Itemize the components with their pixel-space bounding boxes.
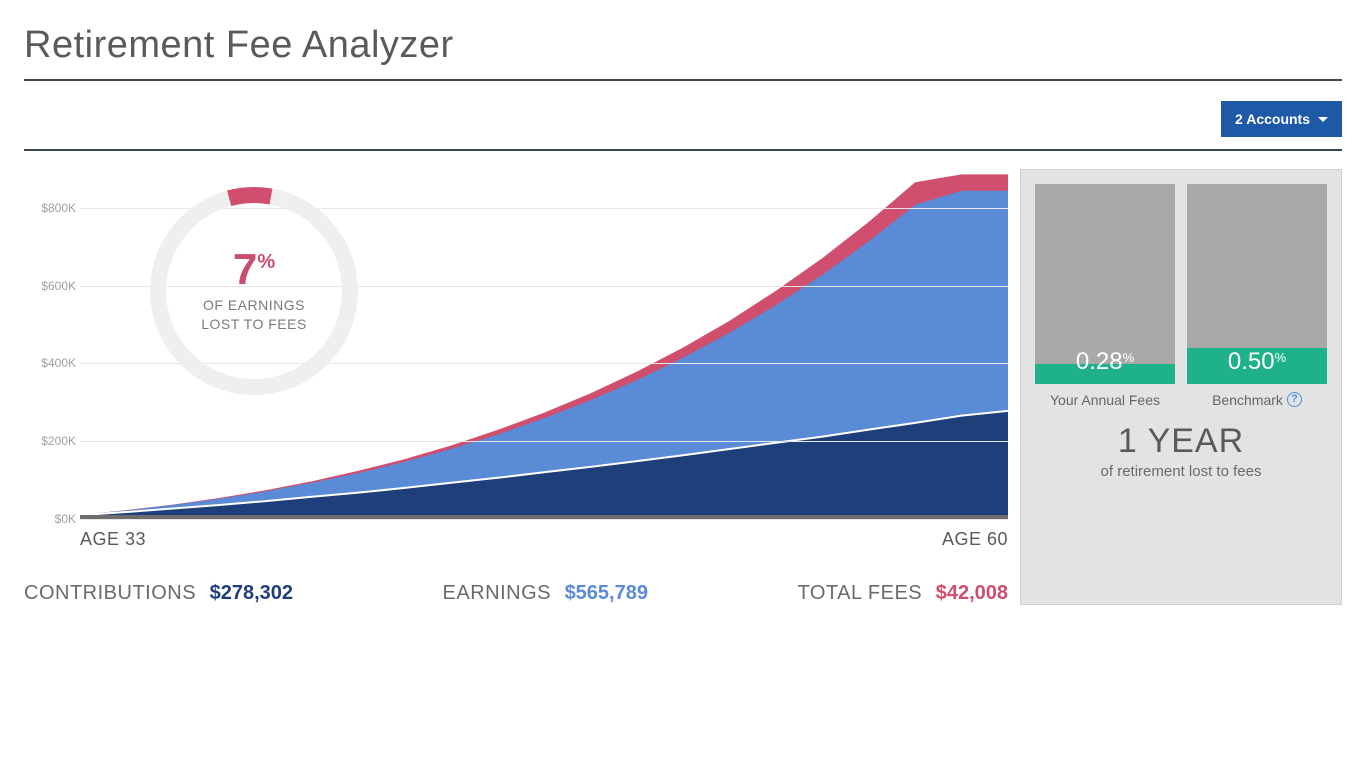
accounts-dropdown-label: 2 Accounts (1235, 111, 1310, 127)
benchmark-fees-value: 0.50% (1228, 348, 1286, 384)
age-axis: AGE 33 AGE 60 (24, 519, 1008, 550)
accounts-dropdown[interactable]: 2 Accounts (1221, 101, 1342, 137)
benchmark-caption: Benchmark ? (1187, 392, 1327, 410)
years-lost-headline: 1 YEAR (1035, 422, 1327, 461)
your-annual-fees-bar: 0.28% (1035, 184, 1175, 384)
stat-earnings: EARNINGS $565,789 (443, 582, 648, 605)
gridline (80, 519, 1008, 520)
benchmark-fees-bar: 0.50% (1187, 184, 1327, 384)
stat-contributions: CONTRIBUTIONS $278,302 (24, 582, 293, 605)
your-annual-fees-value: 0.28% (1076, 348, 1134, 384)
donut-percent: 7% (201, 248, 307, 292)
stat-fees: TOTAL FEES $42,008 (797, 582, 1008, 605)
y-axis-label: $600K (41, 279, 76, 293)
help-icon[interactable]: ? (1287, 392, 1302, 407)
y-axis-label: $0K (55, 512, 76, 526)
retirement-area-chart: $0K$200K$400K$600K$800K 7% OF EARNINGS L… (24, 169, 1008, 519)
toolbar: 2 Accounts (24, 81, 1342, 149)
stats-row: CONTRIBUTIONS $278,302 EARNINGS $565,789… (24, 550, 1008, 605)
chevron-down-icon (1318, 117, 1328, 122)
donut-subtitle: OF EARNINGS LOST TO FEES (201, 296, 307, 334)
your-annual-fees-caption: Your Annual Fees (1035, 392, 1175, 410)
age-end: AGE 60 (942, 529, 1008, 550)
age-start: AGE 33 (80, 529, 146, 550)
chart-column: $0K $200K $400K $600K $800K 7% OF EARNINGS L… (24, 169, 1008, 605)
years-lost-subtitle: of retirement lost to fees (1035, 463, 1327, 480)
page-title: Retirement Fee Analyzer (24, 24, 1342, 67)
fee-comparison-panel: 0.28% 0.50% Your Annual Fees Benchmark ? (1020, 169, 1342, 605)
y-axis-label: $800K (41, 201, 76, 215)
y-axis-label: $200K (41, 434, 76, 448)
gridline (80, 441, 1008, 442)
divider-toolbar (24, 149, 1342, 151)
fees-donut: 7% OF EARNINGS LOST TO FEES (144, 181, 364, 401)
y-axis-label: $400K (41, 356, 76, 370)
